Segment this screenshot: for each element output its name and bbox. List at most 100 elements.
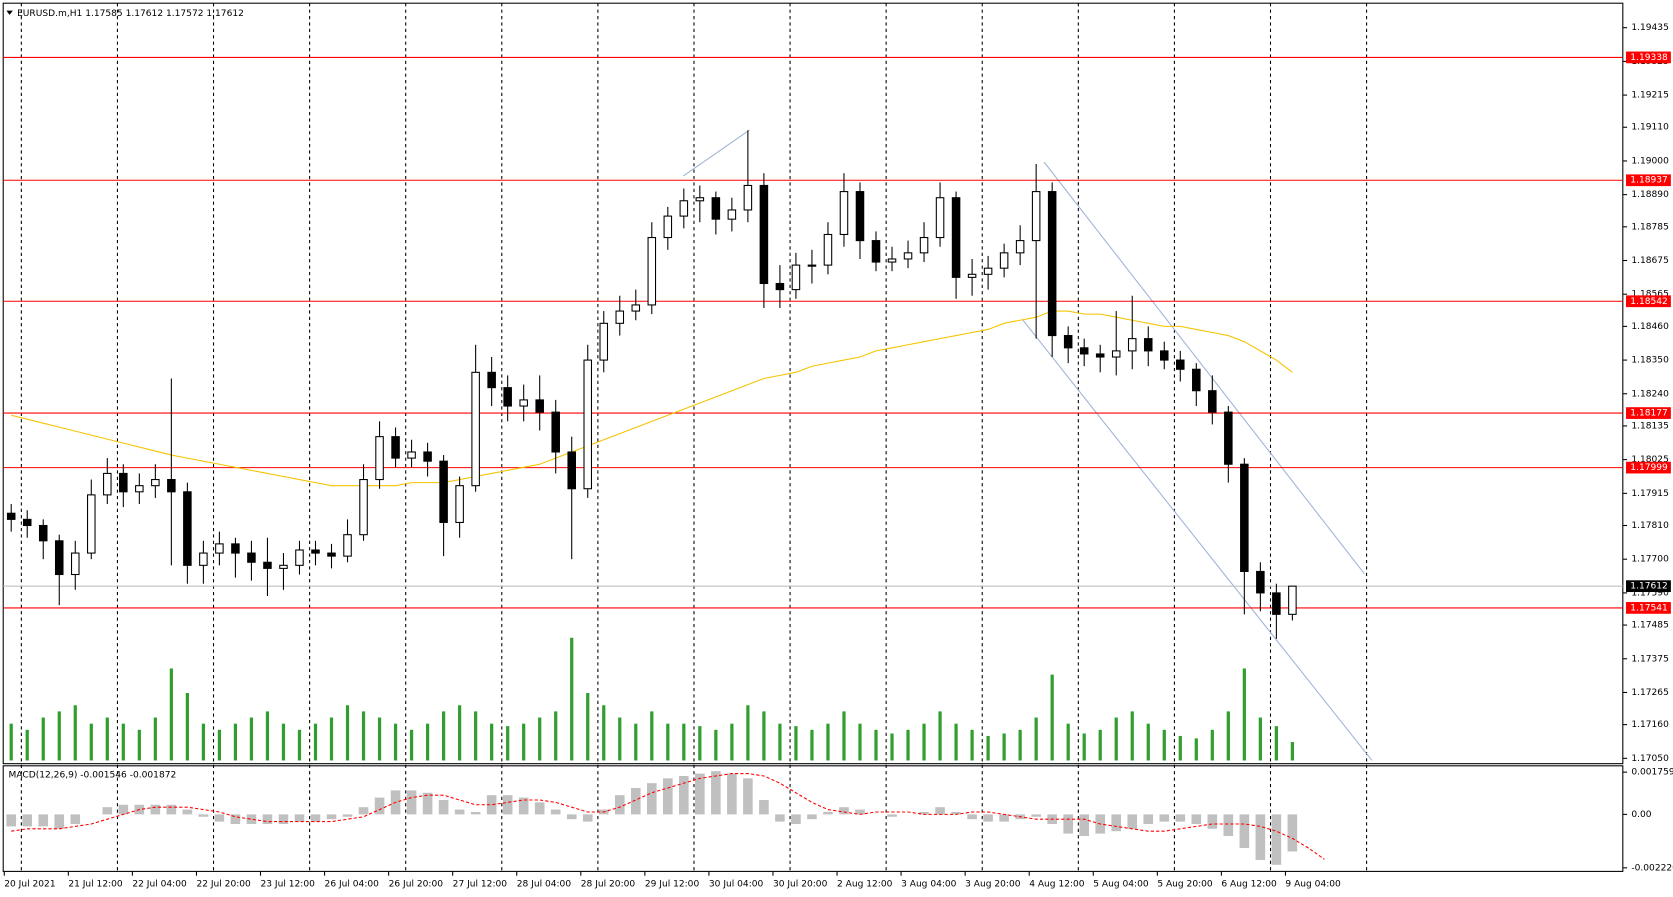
y-tick-label: 1.17265 bbox=[1631, 688, 1669, 698]
candle-body bbox=[1272, 592, 1281, 615]
candle-body bbox=[1095, 353, 1105, 358]
volume-bar bbox=[1002, 733, 1006, 761]
macd-bar bbox=[855, 809, 865, 815]
volume-bar bbox=[442, 711, 446, 761]
macd-bar bbox=[118, 804, 129, 815]
x-tick-label: 4 Aug 12:00 bbox=[1029, 880, 1085, 890]
volume-bar bbox=[281, 723, 286, 761]
moving-average bbox=[11, 310, 1293, 487]
volume-bar bbox=[1274, 726, 1278, 761]
level-label-bg bbox=[1626, 407, 1671, 419]
macd-bar bbox=[1191, 814, 1202, 824]
volume-bar bbox=[233, 723, 238, 761]
y-tick-label: 1.18135 bbox=[1631, 421, 1669, 431]
volume-bar bbox=[297, 729, 302, 761]
level-label: 1.18177 bbox=[1630, 409, 1668, 419]
macd-bar bbox=[887, 814, 897, 817]
candle-body bbox=[647, 237, 657, 306]
macd-bar bbox=[727, 773, 737, 815]
macd-bar bbox=[102, 807, 113, 815]
x-tick-label: 30 Jul 20:00 bbox=[773, 880, 828, 890]
volume-bar bbox=[89, 723, 93, 761]
macd-bar bbox=[823, 811, 833, 815]
macd-bar bbox=[1175, 814, 1186, 822]
macd-signal: -0.001872 bbox=[130, 770, 177, 780]
macd-bar bbox=[214, 814, 225, 822]
x-tick-label: 3 Aug 20:00 bbox=[965, 880, 1021, 890]
level-label: 1.18937 bbox=[1630, 176, 1668, 186]
macd-bar bbox=[759, 799, 769, 815]
macd-bar bbox=[807, 814, 817, 820]
macd-name: MACD(12,26,9) bbox=[9, 770, 78, 780]
y-tick-label: 1.17915 bbox=[1631, 489, 1669, 499]
candle-body bbox=[38, 524, 48, 542]
volume-bar bbox=[538, 717, 542, 761]
y-tick-label: 1.18025 bbox=[1631, 455, 1669, 465]
volume-bar bbox=[1098, 729, 1102, 761]
volume-bar bbox=[121, 723, 125, 761]
macd-bar bbox=[983, 814, 993, 822]
candle-body bbox=[1111, 350, 1121, 358]
x-tick-label: 23 Jul 12:00 bbox=[261, 880, 316, 890]
macd-bar bbox=[310, 814, 321, 822]
candle-body bbox=[167, 479, 176, 493]
y-tick-label: 1.17590 bbox=[1631, 588, 1669, 598]
macd-bar bbox=[342, 814, 353, 817]
macd-bar bbox=[166, 804, 177, 815]
volume-bar bbox=[698, 726, 702, 761]
volume-bar bbox=[57, 711, 61, 761]
candle-body bbox=[391, 436, 400, 459]
macd-bar bbox=[454, 809, 465, 815]
candle-body bbox=[775, 282, 785, 291]
candle-body bbox=[711, 197, 721, 220]
macd-bar bbox=[262, 814, 273, 824]
volume-bar bbox=[970, 729, 974, 761]
candle-body bbox=[343, 534, 352, 557]
macd-bar bbox=[646, 783, 657, 815]
macd-bar bbox=[550, 809, 561, 815]
volume-bar bbox=[393, 723, 398, 761]
volume-bar bbox=[1210, 729, 1214, 761]
volume-bar bbox=[842, 711, 846, 761]
candle-body bbox=[839, 191, 849, 236]
candle-body bbox=[743, 184, 753, 211]
volume-bar bbox=[1114, 717, 1118, 761]
header: EURUSD.m,H1 1.17585 1.17612 1.17572 1.17… bbox=[17, 8, 244, 18]
volume-bar bbox=[778, 723, 782, 761]
candle-body bbox=[22, 518, 32, 527]
y-tick-label: 1.18565 bbox=[1631, 290, 1669, 300]
volume-bar bbox=[377, 717, 382, 761]
y-tick-label: 1.17050 bbox=[1631, 754, 1669, 764]
macd-bar bbox=[374, 797, 385, 815]
volume-bar bbox=[329, 717, 334, 761]
time-grid bbox=[20, 3, 1368, 872]
candle-body bbox=[967, 273, 977, 278]
volume-bar bbox=[570, 637, 574, 761]
candle-body bbox=[327, 552, 336, 557]
macd-bar bbox=[582, 814, 593, 822]
candle-body bbox=[679, 200, 689, 217]
macd-bar bbox=[791, 814, 801, 824]
volume-bar bbox=[9, 723, 13, 761]
macd-bar bbox=[614, 795, 625, 815]
y-tick-label: 1.17485 bbox=[1631, 621, 1669, 631]
candle-body bbox=[439, 460, 448, 523]
volume-bar bbox=[361, 711, 366, 761]
macd-bar bbox=[566, 814, 577, 820]
candle-body bbox=[1208, 390, 1217, 413]
volume-bar bbox=[506, 726, 510, 761]
y-tick-label: 1.18890 bbox=[1631, 190, 1669, 200]
macd-tick-label: 0.001759 bbox=[1631, 768, 1673, 778]
candle-body bbox=[759, 184, 769, 285]
candle-body bbox=[183, 491, 192, 566]
menu-arrow bbox=[6, 10, 13, 15]
x-tick-label: 5 Aug 20:00 bbox=[1157, 880, 1213, 890]
volume-bar bbox=[474, 711, 478, 761]
candle-body bbox=[951, 197, 961, 278]
candle-body bbox=[1240, 463, 1249, 572]
level-label: 1.17999 bbox=[1630, 463, 1668, 473]
candle-body bbox=[887, 258, 897, 263]
candle-body bbox=[1176, 359, 1185, 370]
